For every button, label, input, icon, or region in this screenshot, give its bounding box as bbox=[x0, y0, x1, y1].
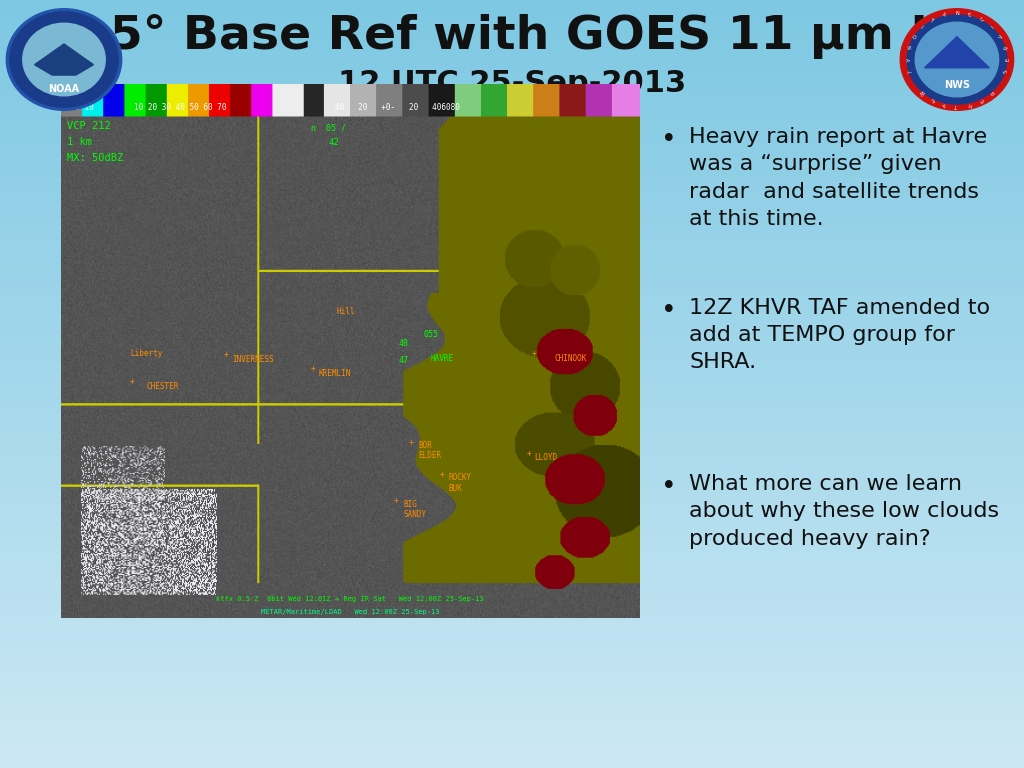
Text: METAR/Maritime/LDAD   Wed 12:00Z 25-Sep-13: METAR/Maritime/LDAD Wed 12:00Z 25-Sep-13 bbox=[261, 608, 439, 614]
Text: CHINOOK: CHINOOK bbox=[554, 354, 587, 362]
Text: C: C bbox=[980, 17, 985, 23]
Text: L: L bbox=[905, 69, 910, 73]
Text: 0.5° Base Ref with GOES 11 μm IR: 0.5° Base Ref with GOES 11 μm IR bbox=[59, 14, 965, 58]
Text: A: A bbox=[941, 101, 946, 107]
Text: T: T bbox=[955, 103, 958, 108]
Text: LLOYD: LLOYD bbox=[535, 453, 557, 462]
Text: CHESTER: CHESTER bbox=[147, 382, 179, 391]
Text: R: R bbox=[1004, 45, 1009, 50]
Text: VCP 212: VCP 212 bbox=[68, 121, 112, 131]
Circle shape bbox=[23, 23, 105, 96]
Text: I: I bbox=[919, 25, 924, 29]
Text: +: + bbox=[393, 496, 398, 505]
Text: +: + bbox=[439, 470, 444, 478]
Text: INVERNESS: INVERNESS bbox=[232, 355, 274, 364]
Circle shape bbox=[900, 8, 1014, 111]
Text: +: + bbox=[526, 449, 530, 458]
Text: O: O bbox=[909, 34, 915, 40]
Text: A: A bbox=[903, 58, 908, 61]
Circle shape bbox=[10, 12, 118, 108]
Text: N: N bbox=[905, 45, 910, 50]
Text: +: + bbox=[311, 364, 315, 373]
Text: A: A bbox=[941, 12, 946, 18]
Text: R: R bbox=[990, 89, 996, 94]
Text: ktfx 0.5 Z  8bit Wed 12:01Z + Reg IR Sat   Wed 12:00Z 25-Sep-13: ktfx 0.5 Z 8bit Wed 12:01Z + Reg IR Sat … bbox=[216, 596, 484, 602]
Text: •: • bbox=[660, 127, 677, 153]
Circle shape bbox=[915, 22, 998, 97]
Text: Liberty: Liberty bbox=[130, 349, 162, 358]
Text: W: W bbox=[918, 88, 925, 95]
Text: MX: 50dBZ: MX: 50dBZ bbox=[68, 153, 124, 163]
Text: ROCKY
BUK: ROCKY BUK bbox=[449, 473, 472, 492]
Text: 40   20   +0-   20   406080: 40 20 +0- 20 406080 bbox=[335, 103, 460, 112]
Text: 48: 48 bbox=[398, 339, 409, 348]
Text: +: + bbox=[130, 377, 134, 386]
Text: +: + bbox=[531, 349, 536, 358]
Text: E: E bbox=[929, 96, 934, 102]
Polygon shape bbox=[925, 37, 989, 68]
Text: NWS: NWS bbox=[944, 81, 970, 91]
Text: •: • bbox=[660, 474, 677, 500]
Text: Heavy rain report at Havre
was a “surprise” given
radar  and satellite trends
at: Heavy rain report at Havre was a “surpri… bbox=[689, 127, 987, 229]
Text: I: I bbox=[990, 25, 995, 29]
Text: BIG
SANDY: BIG SANDY bbox=[403, 500, 427, 519]
Text: E: E bbox=[980, 96, 985, 102]
Text: •: • bbox=[660, 298, 677, 324]
Text: +: + bbox=[409, 439, 414, 448]
Text: n  05 /: n 05 / bbox=[311, 124, 346, 133]
Text: What more can we learn
about why these low clouds
produced heavy rain?: What more can we learn about why these l… bbox=[689, 474, 999, 548]
Text: 12Z KHVR TAF amended to
add at TEMPO group for
SHRA.: 12Z KHVR TAF amended to add at TEMPO gro… bbox=[689, 298, 990, 372]
Text: 12 UTC 25-Sep-2013: 12 UTC 25-Sep-2013 bbox=[338, 69, 686, 98]
Text: 42: 42 bbox=[328, 137, 339, 147]
Text: 055: 055 bbox=[424, 330, 438, 339]
Text: 47: 47 bbox=[398, 356, 409, 365]
Text: E: E bbox=[968, 12, 972, 18]
Text: V: V bbox=[998, 34, 1004, 39]
Text: H: H bbox=[968, 101, 973, 107]
Text: +: + bbox=[223, 350, 228, 359]
Text: NOAA: NOAA bbox=[48, 84, 80, 94]
Polygon shape bbox=[35, 44, 93, 75]
Text: 1 km: 1 km bbox=[68, 137, 92, 147]
Text: N: N bbox=[955, 12, 958, 16]
Text: 10 20 30 40 50 60 70: 10 20 30 40 50 60 70 bbox=[134, 103, 226, 112]
Text: T: T bbox=[929, 17, 934, 23]
Text: Hill: Hill bbox=[336, 307, 354, 316]
Text: HAVRE: HAVRE bbox=[431, 353, 454, 362]
Text: E: E bbox=[1006, 58, 1011, 61]
Circle shape bbox=[907, 15, 1007, 104]
Text: KREMLIN: KREMLIN bbox=[318, 369, 350, 378]
Text: BOR
ELDER: BOR ELDER bbox=[419, 441, 441, 460]
Circle shape bbox=[6, 8, 122, 111]
Text: -20 10: -20 10 bbox=[67, 103, 94, 112]
Text: S: S bbox=[1004, 69, 1009, 74]
